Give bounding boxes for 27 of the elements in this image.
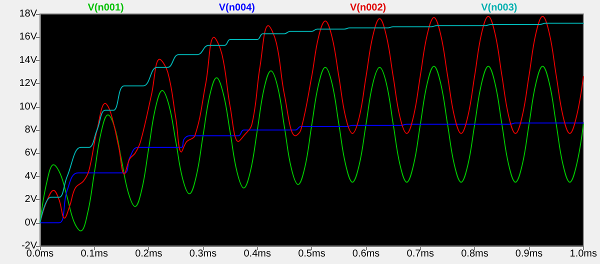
x-tick-label: 0.3ms xyxy=(189,248,217,260)
y-tick-label: 12V xyxy=(19,78,38,90)
y-tick-label: 18V xyxy=(19,8,38,20)
series-label: V(n003) xyxy=(481,2,518,14)
line-series xyxy=(40,122,584,224)
x-tick-label: 0.1ms xyxy=(80,248,108,260)
x-tick-label: 0.5ms xyxy=(298,248,326,260)
x-tick-label: 0.0ms xyxy=(26,248,54,260)
x-tick-label: 0.2ms xyxy=(135,248,162,260)
x-tick-label: 0.6ms xyxy=(352,248,380,260)
line-series xyxy=(40,66,584,232)
x-tick-label: 0.8ms xyxy=(461,248,488,260)
x-tick-label: 1.0ms xyxy=(570,248,597,260)
text: V(n001) xyxy=(88,2,124,14)
y-tick-label: 4V xyxy=(24,170,38,182)
y-tick-label: 8V xyxy=(24,124,38,136)
y-tick-label: 6V xyxy=(24,148,38,159)
x-tick-label: 0.4ms xyxy=(244,248,271,260)
series-label: V(n002) xyxy=(350,2,386,14)
x-tick-label: 0.9ms xyxy=(515,248,543,260)
text: V(n004) xyxy=(218,2,255,14)
y-tick-label: 16V xyxy=(19,32,38,43)
y-tick-label: 0V xyxy=(24,217,38,228)
y-tick-label: 10V xyxy=(19,101,38,112)
x-tick-label: 0.7ms xyxy=(406,248,434,260)
y-tick-label: 14V xyxy=(19,54,38,66)
y-tick-label: 2V xyxy=(24,194,38,206)
